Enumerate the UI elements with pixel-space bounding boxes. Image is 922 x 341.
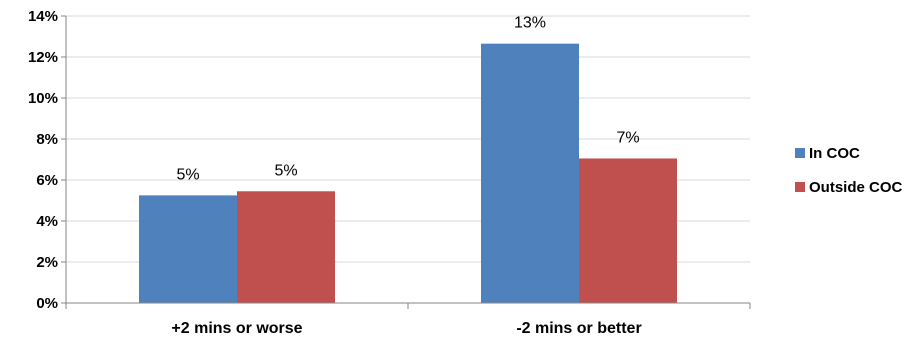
x-category-label: -2 mins or better <box>516 320 641 337</box>
bar-outside-coc <box>237 191 335 303</box>
data-label: 5% <box>274 162 297 179</box>
x-category-label: +2 mins or worse <box>171 320 302 337</box>
y-tick-label: 0% <box>36 295 58 312</box>
bar-in-coc <box>139 195 237 303</box>
y-tick-label: 6% <box>36 172 58 189</box>
data-label: 5% <box>176 166 199 183</box>
data-label: 13% <box>514 15 546 32</box>
y-tick-label: 12% <box>28 49 58 66</box>
bars <box>139 43 677 304</box>
y-tick-label: 2% <box>36 254 58 271</box>
legend-swatch <box>795 148 805 158</box>
axes <box>61 15 751 309</box>
bar-outside-coc <box>579 158 677 303</box>
y-tick-label: 10% <box>28 90 58 107</box>
legend-label: In COC <box>809 145 860 162</box>
legend-label: Outside COC <box>809 179 903 196</box>
bar-in-coc <box>481 43 579 304</box>
labels: 0% 2% 4% 6% 8% 10% 12% 14% 5% 5% +2 mins or worse 1… <box>28 8 642 337</box>
y-tick-label: 4% <box>36 213 58 230</box>
data-label: 7% <box>616 129 639 146</box>
legend: In COC Outside COC <box>795 145 903 196</box>
y-tick-label: 14% <box>28 8 58 25</box>
y-tick-label: 8% <box>36 131 58 148</box>
legend-swatch <box>795 182 805 192</box>
